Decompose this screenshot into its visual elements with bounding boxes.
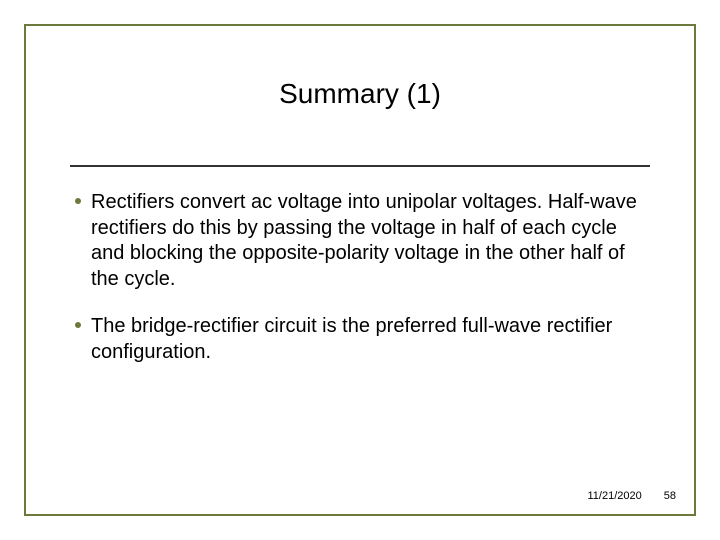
list-item: Rectifiers convert ac voltage into unipo… [75,190,645,292]
title-divider [70,165,650,167]
slide-title: Summary (1) [0,78,720,110]
footer-page-number: 58 [664,490,676,502]
list-item-text: Rectifiers convert ac voltage into unipo… [91,190,645,292]
bullet-icon [75,322,81,328]
list-item: The bridge-rectifier circuit is the pref… [75,314,645,365]
content-area: Rectifiers convert ac voltage into unipo… [75,190,645,388]
slide-footer: 11/21/2020 58 [588,490,677,502]
list-item-text: The bridge-rectifier circuit is the pref… [91,314,645,365]
bullet-icon [75,198,81,204]
footer-date: 11/21/2020 [588,490,642,502]
